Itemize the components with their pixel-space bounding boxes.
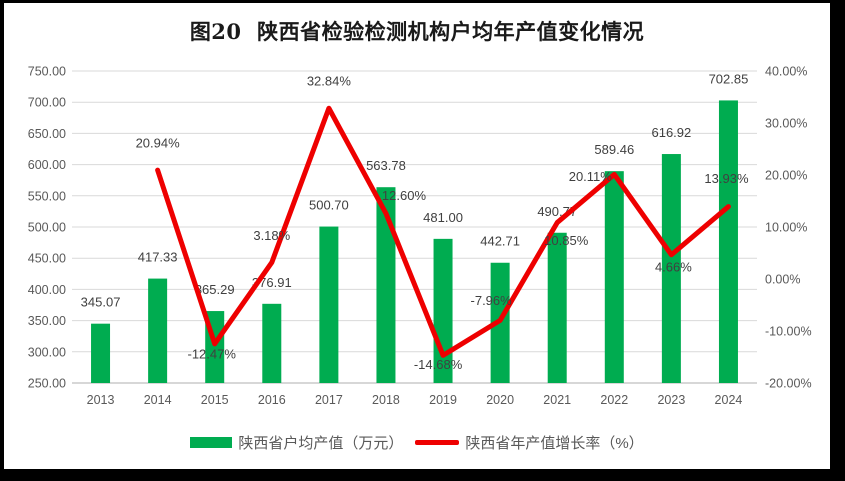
bar	[91, 323, 111, 383]
bar	[661, 154, 681, 383]
right-axis-tick: -20.00%	[765, 377, 812, 391]
bar-value-label: 702.85	[709, 71, 749, 86]
left-axis-tick: 400.00	[28, 283, 66, 297]
legend-item-line-series: 陕西省年产值增长率（%）	[415, 432, 644, 453]
right-axis-tick: 30.00%	[765, 117, 807, 131]
right-axis-tick: 10.00%	[765, 221, 807, 235]
legend-line-label: 陕西省年产值增长率（%）	[465, 435, 644, 452]
x-axis-label: 2017	[315, 393, 343, 407]
bar-value-label: 563.78	[366, 158, 406, 173]
right-axis-tick: 0.00%	[765, 273, 800, 287]
left-axis-tick: 500.00	[28, 221, 66, 235]
legend-line-swatch-icon	[415, 440, 460, 445]
line-value-label: 20.94%	[136, 136, 181, 151]
bar	[376, 187, 396, 383]
x-axis-label: 2015	[201, 393, 229, 407]
bar-value-label: 616.92	[651, 125, 691, 140]
bar	[319, 226, 339, 383]
bar-value-label: 442.71	[480, 234, 520, 249]
x-axis-label: 2022	[600, 393, 628, 407]
right-axis-tick: 20.00%	[765, 169, 807, 183]
line-value-label: -14.68%	[414, 357, 463, 372]
line-value-label: 32.84%	[307, 74, 352, 89]
left-axis-tick: 650.00	[28, 127, 66, 141]
growth-line	[155, 105, 731, 358]
left-axis-tick: 300.00	[28, 345, 66, 359]
legend-item-bar-series: 陕西省户均产值（万元）	[190, 432, 403, 453]
x-axis-label: 2024	[715, 393, 743, 407]
left-axis-tick: 750.00	[28, 65, 66, 79]
line-value-label: 12.60%	[382, 188, 427, 203]
bar	[718, 100, 738, 383]
left-axis-tick: 450.00	[28, 252, 66, 266]
x-axis-label: 2021	[543, 393, 571, 407]
left-axis-tick: 550.00	[28, 189, 66, 203]
right-axis-tick: -10.00%	[765, 325, 812, 339]
right-axis-tick: 40.00%	[765, 65, 807, 79]
line-value-label: -7.96%	[471, 293, 513, 308]
line-value-label: 13.93%	[704, 171, 749, 186]
x-axis-label: 2023	[657, 393, 685, 407]
chart-canvas: 图20 陕西省检验检测机构户均年产值变化情况 750.00 700.00 650.0…	[4, 3, 830, 469]
line-value-label: 4.66%	[655, 259, 692, 274]
x-axis-label: 2013	[87, 393, 115, 407]
bar-value-label: 365.29	[195, 282, 235, 297]
x-axis-label: 2019	[429, 393, 457, 407]
bar-value-label: 345.07	[81, 295, 121, 310]
bar-value-label: 589.46	[594, 142, 634, 157]
bar-value-label: 500.70	[309, 198, 349, 213]
left-axis-tick: 350.00	[28, 314, 66, 328]
line-value-label: 20.11%	[569, 169, 613, 184]
legend-bar-swatch-icon	[190, 437, 233, 448]
x-axis-label: 2014	[144, 393, 172, 407]
x-axis-label: 2020	[486, 393, 514, 407]
bar	[547, 232, 567, 383]
legend-bar-label: 陕西省户均产值（万元）	[238, 435, 404, 452]
x-axis-label: 2016	[258, 393, 286, 407]
line-value-label: -12.47%	[187, 346, 236, 361]
left-axis-tick: 250.00	[28, 377, 66, 391]
line-value-label: 3.18%	[253, 228, 290, 243]
bar	[148, 278, 168, 383]
chart-legend: 陕西省户均产值（万元） 陕西省年产值增长率（%）	[4, 432, 830, 453]
bar-value-label: 481.00	[423, 210, 463, 225]
line-value-label: 10.85%	[544, 233, 589, 248]
bar	[262, 303, 282, 383]
left-axis-tick: 600.00	[28, 158, 66, 172]
bar	[604, 171, 624, 383]
chart-title: 图20 陕西省检验检测机构户均年产值变化情况	[189, 19, 645, 44]
left-axis-tick: 700.00	[28, 96, 66, 110]
x-axis-label: 2018	[372, 393, 400, 407]
bar-value-label: 417.33	[138, 250, 178, 265]
